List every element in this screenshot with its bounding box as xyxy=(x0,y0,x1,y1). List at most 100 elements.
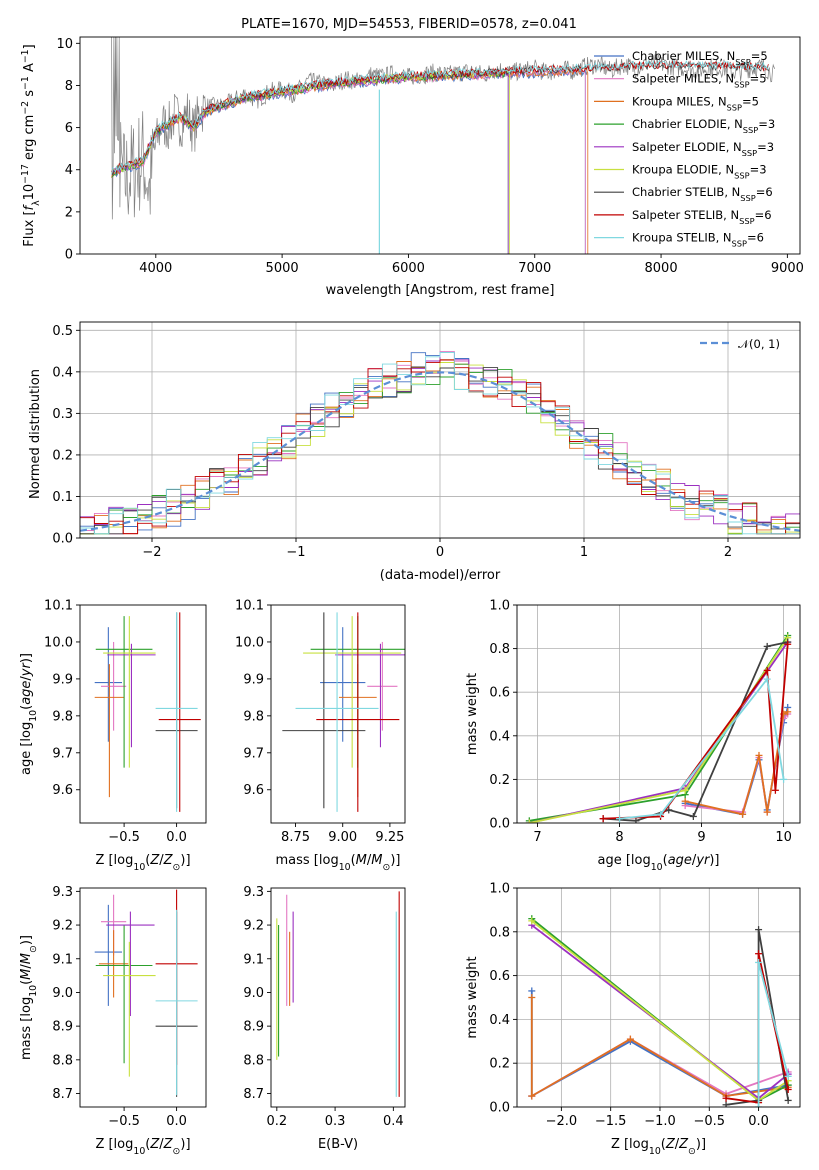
y-axis-label: mass [log10(M/M⊙)] xyxy=(19,935,39,1060)
y-tick-label: 4 xyxy=(65,163,73,178)
x-tick-label: 8.75 xyxy=(281,830,310,845)
data-point-marker xyxy=(616,815,624,823)
x-tick-label: 0.0 xyxy=(166,830,187,845)
legend-label: Chabrier MILES, NSSP=5 xyxy=(632,49,768,67)
age_vs_Z-axes: −0.5 0.0 9.6 9.7 9.8 9.9 10.0 10.1 xyxy=(44,599,187,846)
data-point-marker xyxy=(681,786,689,794)
data-point-marker xyxy=(626,1035,634,1043)
x-tick-label: −2 xyxy=(142,545,161,560)
x-tick-label: 5000 xyxy=(266,261,299,276)
age_vs_mass-plot-area xyxy=(282,612,405,812)
legend-label: Salpeter ELODIE, NSSP=3 xyxy=(632,140,774,158)
data-point-marker xyxy=(681,797,689,805)
y-tick-label: 10.0 xyxy=(44,635,73,650)
data-point-marker xyxy=(784,640,792,648)
x-tick-label: −1 xyxy=(286,545,305,560)
model-spectrum-line xyxy=(111,68,586,254)
data-point-marker xyxy=(784,1096,792,1104)
x-tick-label: 9000 xyxy=(771,261,804,276)
mass_vs_Z-axes: −0.5 0.0 8.7 8.8 8.9 9.0 9.1 9.2 9.3 xyxy=(52,885,187,1129)
residuals-frame xyxy=(79,321,801,539)
data-point-marker xyxy=(763,808,771,816)
data-point-marker xyxy=(784,708,792,716)
y-tick-label: 0.4 xyxy=(52,365,73,380)
x-tick-label: 0.3 xyxy=(325,1114,346,1129)
x-tick-label: −1.5 xyxy=(595,1114,627,1129)
x-tick-label: 0.2 xyxy=(266,1114,287,1129)
x-tick-label: 0 xyxy=(436,545,444,560)
x-tick-label: −1.0 xyxy=(644,1114,676,1129)
legend-label: Salpeter STELIB, NSSP=6 xyxy=(632,208,772,226)
legend-label: 𝒩(0, 1) xyxy=(738,337,780,351)
mass_vs_ebv-plot-area xyxy=(276,891,400,1097)
y-tick-label: 0.2 xyxy=(489,773,510,788)
data-point-marker xyxy=(528,994,536,1001)
y-tick-label: 6 xyxy=(65,121,73,136)
y-tick-label: 10 xyxy=(56,37,73,52)
mass-weight-line xyxy=(619,676,785,820)
data-point-marker xyxy=(755,950,763,958)
legend-label: Kroupa ELODIE, NSSP=3 xyxy=(632,163,767,181)
data-point-marker xyxy=(599,815,607,823)
y-tick-label: 8 xyxy=(65,79,73,94)
x-tick-label: 9.25 xyxy=(375,830,404,845)
y-tick-label: 8.7 xyxy=(52,1087,73,1102)
data-point-marker xyxy=(528,987,536,995)
y-tick-label: 8.9 xyxy=(52,1020,73,1035)
y-tick-label: 0.2 xyxy=(489,1057,510,1072)
mass_weight_vs_age-plot-area xyxy=(525,632,792,823)
model-spectrum-line xyxy=(111,69,509,254)
y-tick-label: 8.9 xyxy=(243,1020,264,1035)
data-point-marker xyxy=(784,1072,792,1080)
y-tick-label: 0.2 xyxy=(52,448,73,463)
data-point-marker xyxy=(755,926,763,934)
y-tick-label: 9.2 xyxy=(243,919,264,934)
x-axis-label: Z [log10(Z/Z⊙)] xyxy=(611,1137,706,1157)
x-tick-label: 6000 xyxy=(392,261,425,276)
mass_weight_vs_Z-axes: −2.0 −1.5 −1.0 −0.5 0.0 0.0 0.2 0.4 0.6 0.8 1.0 xyxy=(489,882,800,1129)
y-tick-label: 0 xyxy=(65,248,73,263)
spectrum-axes: 4000 5000 6000 7000 8000 9000 0 2 4 6 8 10 xyxy=(56,37,803,276)
y-axis-label: Normed distribution xyxy=(28,369,43,499)
age_vs_mass-frame xyxy=(270,604,406,824)
y-tick-label: 9.0 xyxy=(243,986,264,1001)
x-tick-label: 7000 xyxy=(518,261,551,276)
y-tick-label: 0.5 xyxy=(52,324,73,339)
y-tick-label: 9.8 xyxy=(52,709,73,724)
mass_vs_Z-frame xyxy=(79,887,207,1108)
y-axis-label: age [log10(age/yr)] xyxy=(19,653,39,775)
x-axis-label: Z [log10(Z/Z⊙)] xyxy=(95,1137,190,1157)
y-tick-label: 0.8 xyxy=(489,642,510,657)
legend-label: Chabrier STELIB, NSSP=6 xyxy=(632,185,773,203)
model-spectrum-line xyxy=(111,68,510,254)
y-tick-label: 2 xyxy=(65,205,73,220)
y-tick-label: 9.3 xyxy=(243,885,264,900)
x-tick-label: 4000 xyxy=(139,261,172,276)
data-point-marker xyxy=(528,1092,536,1100)
y-tick-label: 8.7 xyxy=(243,1087,264,1102)
residual-plot-area xyxy=(80,351,800,535)
y-tick-label: 9.8 xyxy=(243,709,264,724)
legend-label: Salpeter MILES, NSSP=5 xyxy=(632,72,767,90)
data-point-marker xyxy=(689,812,697,820)
y-tick-label: 0.0 xyxy=(489,817,510,832)
x-tick-label: 9 xyxy=(697,830,705,845)
mass_vs_Z-plot-area xyxy=(94,889,198,1097)
x-tick-label: 7 xyxy=(533,830,541,845)
x-axis-label: wavelength [Angstrom, rest frame] xyxy=(326,283,555,298)
mass_vs_ebv-axes: 0.2 0.3 0.4 8.7 8.8 8.9 9.0 9.1 9.2 9.3 xyxy=(243,885,403,1129)
mass_weight_vs_age-axes: 7 8 9 10 0.0 0.2 0.4 0.6 0.8 1.0 xyxy=(489,599,800,845)
y-tick-label: 8.8 xyxy=(52,1053,73,1068)
y-tick-label: 8.8 xyxy=(243,1053,264,1068)
x-tick-label: 8 xyxy=(615,830,623,845)
legend-label: Kroupa MILES, NSSP=5 xyxy=(632,94,759,112)
x-tick-label: −0.5 xyxy=(693,1114,725,1129)
y-tick-label: 9.0 xyxy=(52,986,73,1001)
y-tick-label: 9.6 xyxy=(243,783,264,798)
y-tick-label: 0.3 xyxy=(52,407,73,422)
data-point-marker xyxy=(739,810,747,818)
y-tick-label: 0.0 xyxy=(489,1101,510,1116)
y-tick-label: 0.1 xyxy=(52,490,73,505)
mass_weight_vs_Z-frame xyxy=(516,887,801,1108)
x-tick-label: 9.00 xyxy=(328,830,357,845)
